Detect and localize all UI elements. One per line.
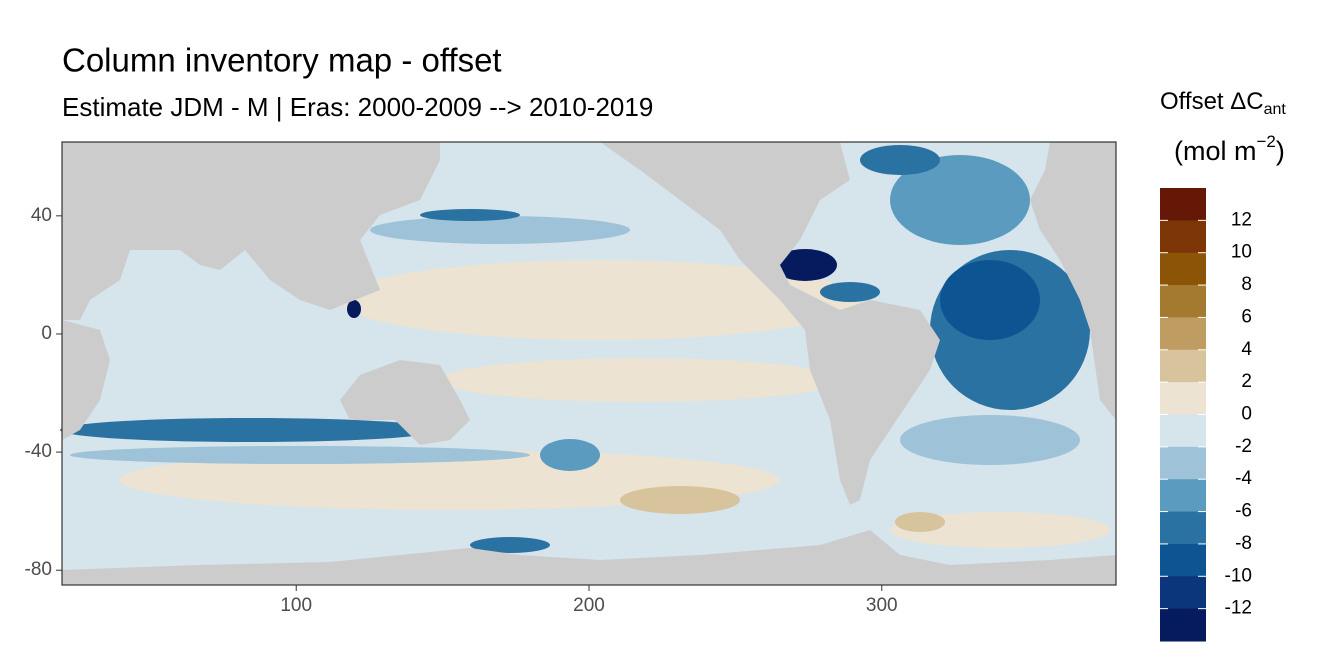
map-panel <box>60 142 1116 585</box>
legend-tick-label: -12 <box>1225 598 1252 619</box>
legend-tick-label: 2 <box>1241 371 1252 392</box>
legend-unit-close: ) <box>1276 136 1285 166</box>
legend-tick-label: -4 <box>1235 468 1252 489</box>
legend-key <box>1160 188 1206 221</box>
legend-key <box>1160 414 1206 448</box>
legend-unit: (mol m−2) <box>1174 132 1285 166</box>
y-tick-label: -40 <box>25 441 52 462</box>
legend-title-text: Offset ΔC <box>1160 88 1264 115</box>
legend-tick-label: 6 <box>1241 306 1252 327</box>
legend-title-subscript: ant <box>1264 101 1287 118</box>
legend-tick-label: -2 <box>1235 436 1252 457</box>
legend-tick-label: 10 <box>1231 242 1252 263</box>
legend-key <box>1160 220 1206 254</box>
legend-key <box>1160 608 1206 642</box>
x-tick-label: 200 <box>573 595 605 616</box>
legend-tick-label: -6 <box>1235 501 1252 522</box>
y-tick-label: 0 <box>41 323 52 344</box>
legend-key <box>1160 382 1206 415</box>
y-tick-label: 40 <box>31 205 52 226</box>
chart-title: Column inventory map - offset <box>62 42 502 79</box>
chart-subtitle: Estimate JDM - M | Eras: 2000-2009 --> 2… <box>62 92 653 122</box>
legend-tick-label: 8 <box>1241 274 1252 295</box>
legend-key <box>1160 543 1206 577</box>
legend-tick-label: 0 <box>1241 404 1252 425</box>
legend-unit-text: (mol m <box>1174 136 1257 166</box>
legend-unit-superscript: −2 <box>1257 132 1276 151</box>
legend-key <box>1160 252 1206 286</box>
legend-title: Offset ΔCant <box>1160 88 1286 118</box>
legend-key <box>1160 479 1206 513</box>
y-tick-label: -80 <box>25 559 52 580</box>
legend-tick-label: -10 <box>1225 565 1252 586</box>
legend-key <box>1160 446 1206 480</box>
legend-tick-label: -8 <box>1235 533 1252 554</box>
legend-key <box>1160 317 1206 351</box>
legend-key <box>1160 511 1206 545</box>
land <box>62 142 1116 585</box>
legend-tick-label: 12 <box>1231 209 1252 230</box>
legend-key <box>1160 349 1206 383</box>
legend-key <box>1160 285 1206 318</box>
legend-tick-label: 4 <box>1241 339 1252 360</box>
ocean-texture <box>60 145 1110 553</box>
legend-key <box>1160 576 1206 610</box>
x-tick-label: 300 <box>866 595 898 616</box>
x-tick-label: 100 <box>280 595 312 616</box>
